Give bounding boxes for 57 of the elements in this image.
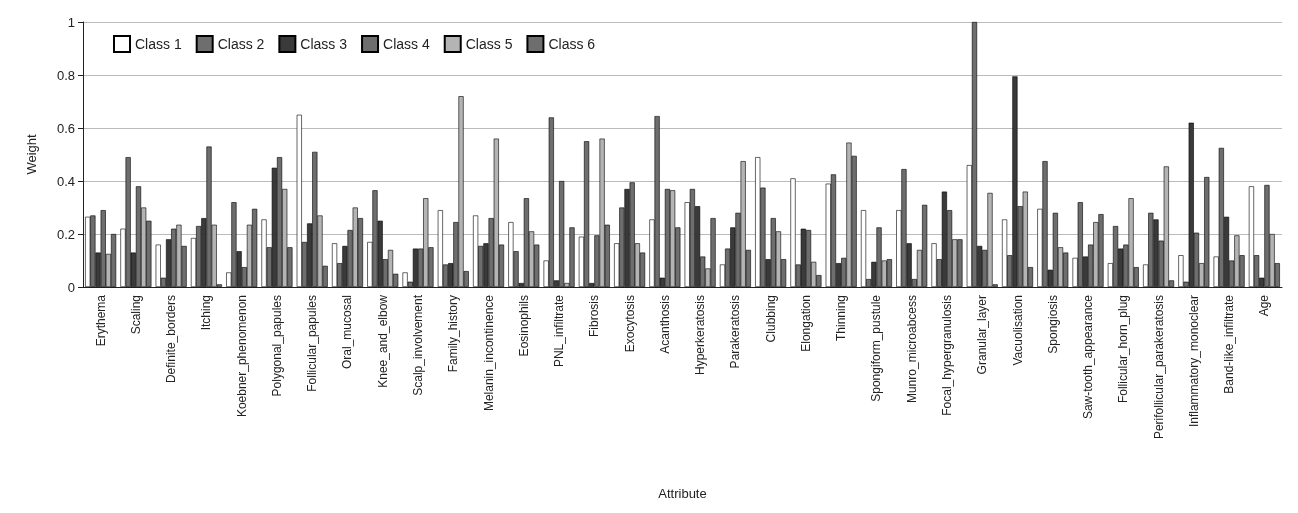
bar — [473, 215, 479, 287]
x-tick-label: Inflammatory_monoclear — [1186, 295, 1201, 428]
x-tick-label: Acanthosis — [657, 295, 672, 354]
x-tick-label: Family_history — [446, 295, 461, 373]
x-tick-label: Follicular_horn_plug — [1116, 295, 1131, 404]
y-tick-label: 0.2 — [56, 226, 75, 242]
y-tick-label: 0.6 — [56, 120, 75, 136]
x-tick-label: Band-like_infiltrate — [1222, 294, 1237, 394]
x-tick-label: Oral_mucosal — [340, 295, 355, 370]
legend-label: Class 1 — [135, 36, 182, 52]
x-tick-label: Erythema — [93, 294, 108, 347]
x-tick-label: Elongation — [798, 295, 813, 352]
legend-label: Class 6 — [548, 36, 596, 52]
legend-label: Class 3 — [300, 36, 348, 52]
x-axis-title: Attribute — [658, 486, 707, 501]
x-tick-label: Exocytosis — [622, 295, 637, 353]
x-tick-label: Perifollicular_parakeratosis — [1151, 295, 1166, 440]
y-tick-label: 0.4 — [56, 173, 75, 189]
legend-label: Class 4 — [383, 36, 430, 52]
x-tick-label: Age — [1257, 294, 1272, 317]
x-tick-label: Vacuolisation — [1010, 295, 1025, 366]
x-tick-label: Saw-tooth_appearance — [1081, 294, 1096, 420]
x-tick-label: Scaling — [128, 295, 143, 335]
bar — [860, 210, 867, 287]
x-tick-label: Eosinophils — [516, 295, 531, 357]
x-tick-label: Granular_layer — [975, 295, 990, 375]
x-tick-label: Fibrosis — [587, 295, 602, 338]
x-tick-label: Scalp_involvement — [411, 294, 426, 396]
x-tick-label: Munro_microabcess — [904, 295, 919, 404]
legend-label: Class 5 — [465, 36, 513, 52]
x-tick-label: Polygonal_papules — [269, 295, 284, 397]
y-tick-label: 0 — [67, 279, 75, 295]
x-tick-label: Focal_hypergranulosis — [939, 295, 954, 416]
x-tick-label: Itching — [199, 295, 214, 331]
x-tick-label: PNL_infiltrate — [552, 294, 567, 368]
bar — [931, 243, 937, 287]
legend-label: Class 2 — [217, 36, 265, 52]
bar — [1178, 255, 1184, 287]
x-tick-label: Knee_and_elbow — [375, 294, 390, 388]
bar — [790, 178, 796, 287]
bar — [1002, 219, 1008, 287]
bar — [261, 219, 267, 287]
x-tick-label: Spongiosis — [1045, 295, 1060, 354]
x-tick-label: Thinning — [834, 295, 849, 342]
bar — [331, 243, 338, 287]
x-tick-label: Hyperkeratosis — [693, 295, 708, 376]
y-tick-label: 1 — [67, 14, 75, 30]
x-tick-label: Clubbing — [763, 295, 778, 343]
x-tick-label: Definite_borders — [164, 295, 179, 384]
x-tick-label: Melanin_incontinence — [481, 294, 496, 412]
x-tick-label: Follicular_papules — [305, 295, 320, 392]
x-tick-label: Spongiform_pustule — [869, 294, 884, 402]
x-tick-label: Koebner_phenomenon — [234, 295, 249, 418]
y-axis-title: Weight — [24, 134, 39, 175]
bar — [402, 272, 408, 287]
x-tick-label: Parakeratosis — [728, 295, 743, 369]
y-tick-label: 0.8 — [56, 67, 75, 83]
